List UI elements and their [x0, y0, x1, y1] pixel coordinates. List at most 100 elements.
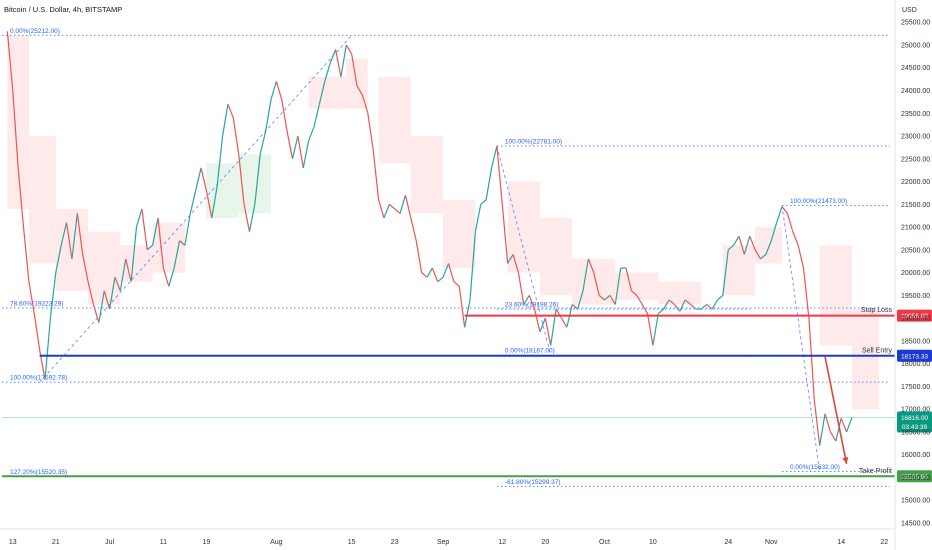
y-tick-label: 21500.00	[901, 202, 930, 209]
price-segment	[28, 281, 35, 314]
price-segment	[743, 236, 751, 255]
price-segment	[727, 244, 735, 251]
price-segment	[679, 299, 686, 312]
price-segment	[216, 135, 224, 187]
fib-level-label: 100.00%(21473.00)	[790, 198, 847, 205]
price-segment	[808, 318, 815, 401]
price-segment	[663, 299, 670, 310]
price-segment	[119, 258, 127, 291]
price-segment	[797, 245, 805, 269]
price-segment	[232, 117, 240, 155]
price-segment	[604, 294, 611, 301]
trade-level-label: Take Profit	[859, 468, 892, 475]
price-segment	[598, 294, 605, 301]
price-segment	[437, 276, 444, 283]
current-price-tag	[897, 411, 932, 433]
price-segment	[496, 145, 503, 205]
price-segment	[254, 154, 261, 205]
y-tick-label: 22500.00	[901, 156, 930, 163]
price-segment	[92, 304, 100, 323]
fib-level-label: 78.60%(19223.29)	[10, 300, 64, 307]
x-tick-label: Jul	[105, 539, 114, 546]
x-tick-label: 21	[52, 539, 60, 546]
price-segment	[431, 267, 439, 282]
price-segment	[835, 418, 842, 442]
price-segment	[281, 99, 288, 132]
trade-price-tag	[897, 349, 932, 362]
y-tick-label: 14500.00	[901, 521, 930, 528]
price-segment	[152, 217, 159, 246]
price-segment	[49, 272, 57, 319]
price-segment	[614, 267, 622, 305]
price-segment	[442, 263, 450, 278]
price-segment	[340, 44, 347, 77]
fib-level-label: 0.00%(15632.00)	[790, 464, 840, 471]
price-segment	[297, 135, 304, 168]
x-tick-label: 13	[9, 539, 17, 546]
price-segment	[399, 195, 407, 214]
price-segment	[792, 231, 799, 246]
price-segment	[17, 167, 25, 228]
price-segment	[469, 231, 476, 300]
price-segment	[684, 299, 691, 305]
fib-level-label: -61.80%(15299.37)	[505, 479, 561, 486]
cloud-segment	[152, 222, 185, 273]
price-segment	[238, 154, 245, 205]
x-tick-label: 23	[391, 539, 399, 546]
price-segment	[211, 186, 218, 219]
y-tick-label: 25500.00	[901, 20, 930, 27]
price-segment	[394, 208, 401, 214]
price-segment	[636, 295, 643, 305]
price-segment	[205, 190, 213, 219]
y-tick-label: 16500.00	[901, 429, 930, 436]
price-segment	[6, 31, 14, 91]
cloud-segment	[410, 136, 444, 214]
price-segment	[313, 104, 320, 128]
y-tick-label: 17000.00	[901, 407, 930, 414]
current-price-value: 16816.00	[901, 415, 928, 422]
cloud-segment	[28, 136, 56, 264]
price-segment	[361, 94, 369, 114]
price-segment	[291, 135, 299, 159]
price-segment	[738, 236, 745, 255]
x-tick-label: Nov	[765, 539, 778, 546]
price-segment	[587, 258, 595, 273]
price-segment	[555, 308, 562, 319]
trade-price-tag	[897, 470, 932, 483]
price-segment	[98, 290, 105, 323]
price-segment	[65, 222, 73, 260]
price-segment	[711, 299, 718, 310]
price-segment	[130, 227, 138, 282]
y-tick-label: 18500.00	[901, 338, 930, 345]
price-segment	[447, 263, 455, 282]
y-tick-label: 24000.00	[901, 88, 930, 95]
fib-level-label: 23.60%(19198.26)	[505, 302, 559, 309]
price-segment	[754, 249, 762, 260]
price-segment	[706, 304, 713, 310]
price-segment	[329, 49, 337, 64]
price-segment	[302, 140, 310, 169]
price-segment	[846, 417, 853, 433]
price-segment	[507, 254, 514, 264]
price-segment	[690, 304, 697, 310]
trend-lines	[39, 35, 821, 472]
price-segment	[813, 400, 821, 446]
y-tick-label: 16000.00	[901, 452, 930, 459]
price-segment	[458, 286, 466, 328]
x-tick-label: 14	[837, 539, 845, 546]
price-segment	[141, 208, 148, 250]
trade-price-tag-label: 15525.96	[901, 474, 928, 481]
trade-price-tag-label: 18173.33	[901, 353, 928, 360]
price-segment	[765, 240, 772, 255]
trade-price-tag	[897, 309, 932, 322]
price-segment	[248, 204, 256, 232]
x-tick-label: 19	[203, 539, 211, 546]
y-tick-label: 21000.00	[901, 225, 930, 232]
current-price-countdown: 03:43:39	[902, 424, 928, 431]
price-segment	[539, 317, 546, 333]
price-segment	[76, 213, 84, 255]
price-segment	[824, 413, 832, 433]
price-segment	[829, 431, 837, 442]
